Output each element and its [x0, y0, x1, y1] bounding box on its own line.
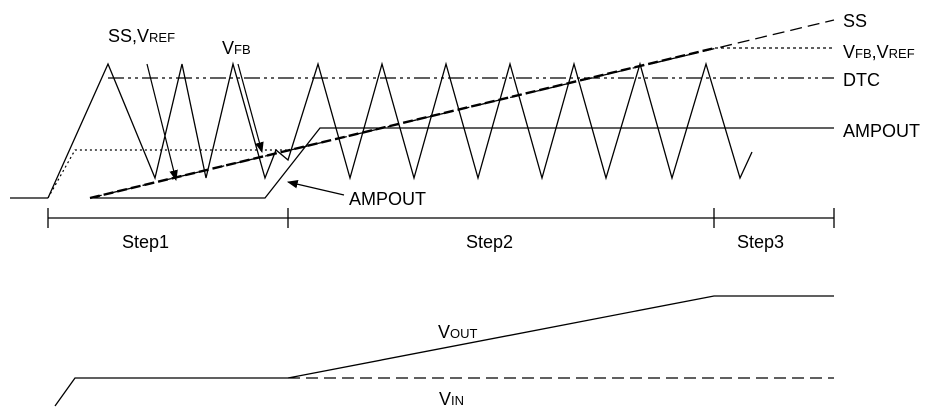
vfb-vref-label: VFB,VREF [843, 42, 915, 62]
ampout-annotation: AMPOUT [349, 189, 426, 209]
vin-label: VIN [439, 389, 464, 409]
vout-label: VOUT [438, 322, 478, 342]
triangle-waveform [47, 61, 753, 199]
step2-label: Step2 [466, 232, 513, 252]
vref-vfb-ramp [89, 46, 716, 200]
ampout-waveform [90, 127, 834, 199]
vfb-annotation: VFB [222, 38, 251, 58]
ss-vref-annotation: SS,VREF [108, 26, 175, 46]
dotted-level [47, 149, 288, 199]
ss-vref-arrow [146, 63, 178, 182]
ampout-label: AMPOUT [843, 121, 920, 141]
step3-label: Step3 [737, 232, 784, 252]
ss-label: SS [843, 11, 867, 31]
dtc-label: DTC [843, 70, 880, 90]
step-timeline [47, 208, 835, 228]
vfb-arrow [237, 63, 264, 154]
ampout-arrow [286, 179, 345, 196]
step1-label: Step1 [122, 232, 169, 252]
